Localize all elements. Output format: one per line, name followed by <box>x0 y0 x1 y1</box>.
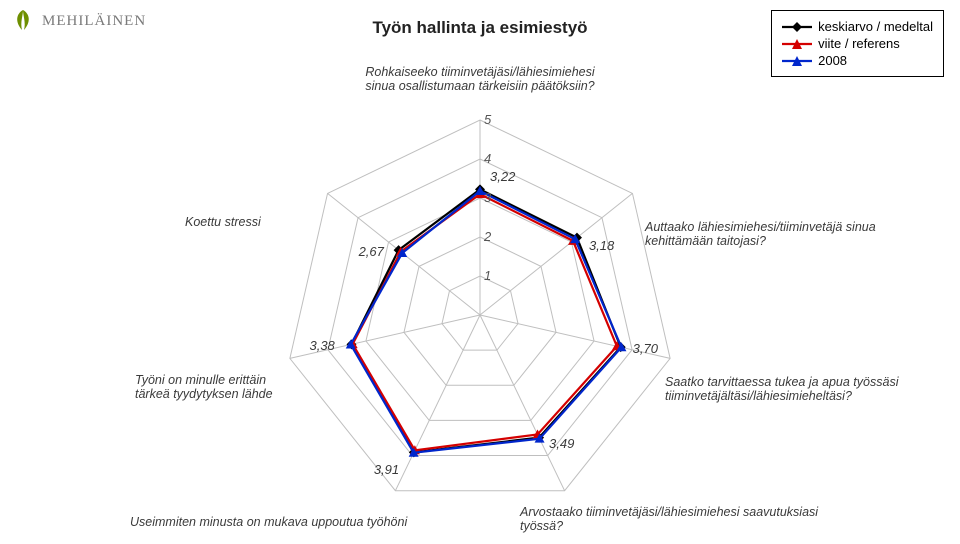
value-label: 3,91 <box>374 462 399 477</box>
axis-label: Koettu stressi <box>185 215 295 229</box>
value-label: 3,22 <box>490 169 515 184</box>
ring-label: 4 <box>484 151 491 166</box>
ring-label: 5 <box>484 112 491 127</box>
value-label: 3,18 <box>589 238 614 253</box>
axis-label: Useimmiten minusta on mukava uppoutua ty… <box>130 515 450 529</box>
value-label: 3,70 <box>633 341 658 356</box>
ring-label: 2 <box>484 229 491 244</box>
value-label: 3,49 <box>549 436 574 451</box>
axis-label: Auttaako lähiesimiehesi/tiiminvetäjä sin… <box>645 220 945 248</box>
ring-label: 3 <box>484 190 491 205</box>
value-label: 3,38 <box>309 338 334 353</box>
axis-label: Arvostaako tiiminvetäjäsi/lähiesimiehesi… <box>520 505 900 533</box>
axis-label: Saatko tarvittaessa tukea ja apua työssä… <box>665 375 955 403</box>
ring-label: 1 <box>484 268 491 283</box>
axis-label: Työni on minulle erittäin tärkeä tyydyty… <box>135 373 315 401</box>
value-label: 2,67 <box>359 244 384 259</box>
axis-label: Rohkaiseeko tiiminvetäjäsi/lähiesimiehes… <box>320 65 640 93</box>
